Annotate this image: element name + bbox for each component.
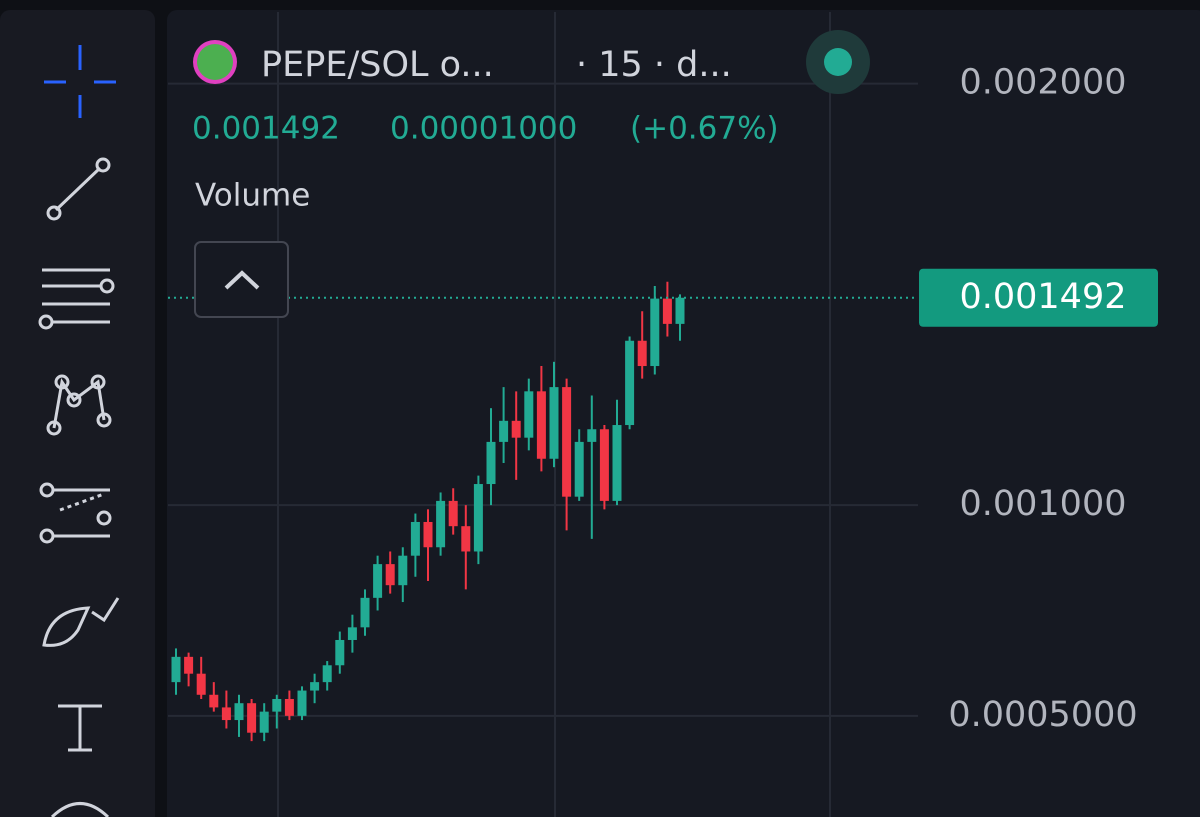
last-price-header: 0.001492 xyxy=(192,111,340,147)
candle-body xyxy=(347,627,357,640)
candle-body xyxy=(385,564,395,586)
change: 0.00001000 xyxy=(390,111,577,147)
chart-panel xyxy=(167,10,1200,817)
candle-body xyxy=(184,656,194,674)
collapse-button[interactable] xyxy=(194,241,289,318)
crosshair-tool[interactable] xyxy=(44,45,116,118)
more-tool[interactable] xyxy=(50,802,110,817)
toolbar-icons xyxy=(38,45,120,817)
collapse-icon xyxy=(224,270,260,290)
forecast-tool[interactable] xyxy=(39,482,112,544)
plot-area: 0.002000 0.001000 0.0005000 0.001492 xyxy=(168,12,1158,817)
candle-body xyxy=(486,441,496,485)
candle-body xyxy=(259,711,269,733)
pattern-tool[interactable] xyxy=(46,374,112,436)
toolbar xyxy=(0,10,155,817)
trend-line-tool[interactable] xyxy=(46,157,111,221)
candle-body xyxy=(373,564,383,598)
brush-tool[interactable] xyxy=(42,597,120,647)
candle-body xyxy=(612,425,622,501)
candle-body xyxy=(221,707,231,721)
candle-body xyxy=(473,484,483,552)
candle-body xyxy=(662,298,672,324)
candle-body xyxy=(360,597,370,628)
indicator-label: Volume xyxy=(195,178,310,214)
interval: · 15 · d... xyxy=(576,45,732,85)
last-price-tag xyxy=(919,268,1158,327)
candle-body xyxy=(499,420,509,442)
candle-body xyxy=(423,521,433,548)
candle-body xyxy=(410,521,420,556)
candle-body xyxy=(335,639,345,666)
candle-body xyxy=(272,698,282,712)
candle-body xyxy=(574,441,584,497)
candle-body xyxy=(284,698,294,716)
last-price-label: 0.001492 xyxy=(959,277,1126,317)
y-tick-label: 0.0005000 xyxy=(948,695,1137,735)
candle-body xyxy=(536,391,546,459)
candle-body xyxy=(675,297,685,324)
candle-body xyxy=(436,500,446,548)
lines-tool[interactable] xyxy=(38,268,115,330)
symbol: PEPE/SOL o... xyxy=(261,45,494,85)
change-pct: (+0.67%) xyxy=(630,111,779,147)
candle-body xyxy=(587,429,597,442)
candle-body xyxy=(511,420,521,438)
candle-body xyxy=(461,526,471,552)
y-tick-label: 0.002000 xyxy=(959,63,1126,103)
candle-body xyxy=(247,703,257,733)
candle-body xyxy=(310,682,320,691)
candle-body xyxy=(599,429,609,501)
candle-body xyxy=(562,387,572,497)
candle-body xyxy=(209,694,219,708)
candle-body xyxy=(524,391,534,438)
candle-body xyxy=(322,665,332,683)
candle-body xyxy=(549,387,559,459)
candle-body xyxy=(448,500,458,527)
status-dot xyxy=(824,48,852,76)
symbol-icon-face xyxy=(197,44,233,80)
candle-body xyxy=(171,656,181,683)
candle-body xyxy=(398,555,408,586)
text-tool[interactable] xyxy=(58,704,102,752)
candle-body xyxy=(297,690,307,716)
candle-body xyxy=(625,340,635,426)
candle-body xyxy=(650,298,660,367)
candle-body xyxy=(637,340,647,367)
candle-body xyxy=(234,703,244,721)
candle-body xyxy=(196,673,206,695)
y-tick-label: 0.001000 xyxy=(959,484,1126,524)
